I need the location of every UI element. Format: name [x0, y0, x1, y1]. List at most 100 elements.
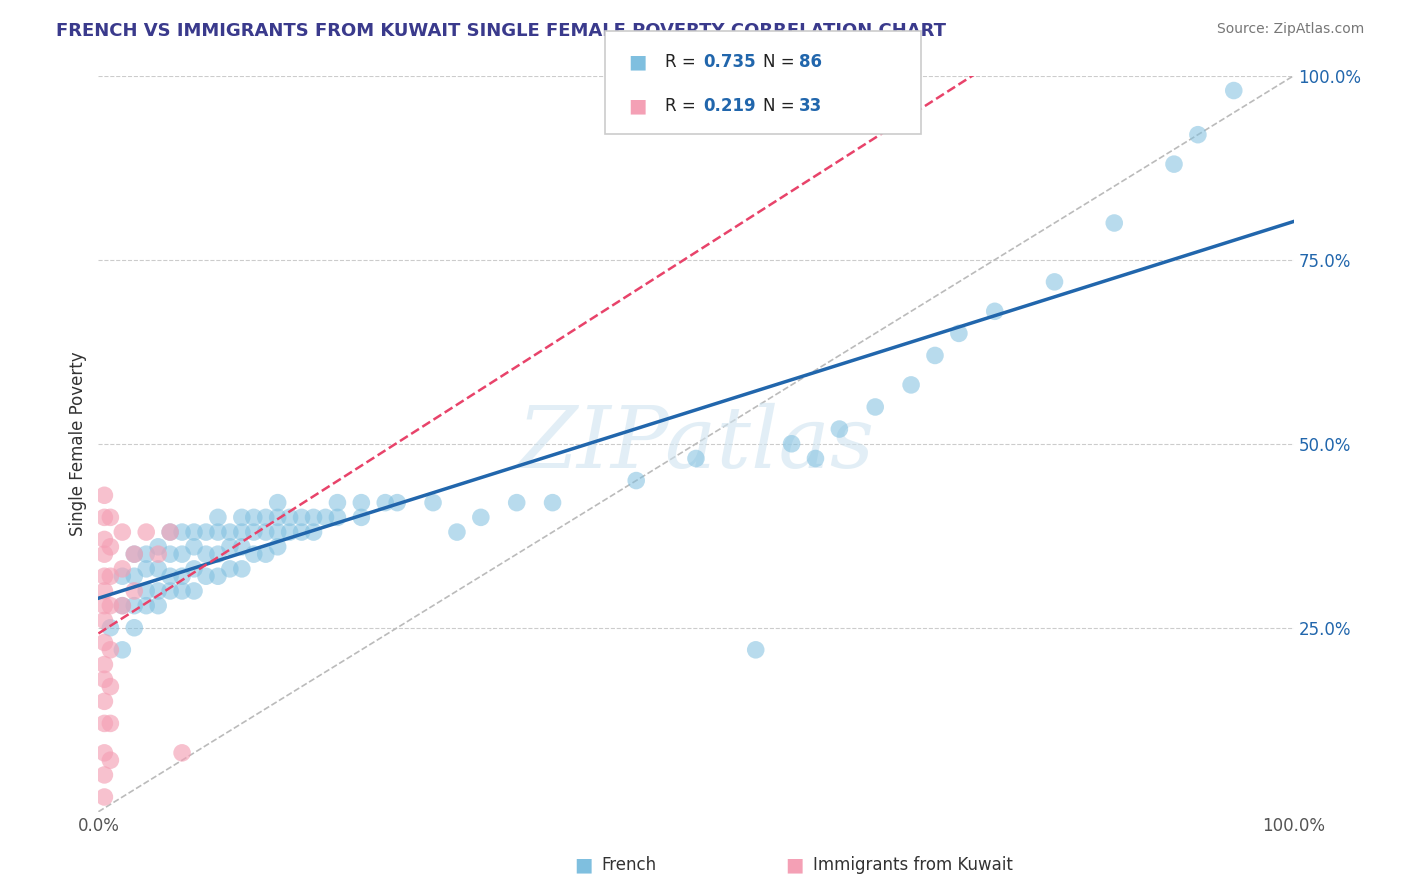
- Point: [93, 746, 115, 760]
- Text: N =: N =: [763, 53, 800, 70]
- Point: [1223, 83, 1246, 97]
- Text: Source: ZipAtlas.com: Source: ZipAtlas.com: [1216, 22, 1364, 37]
- Point: [93, 790, 115, 805]
- Point: [278, 510, 301, 524]
- Point: [172, 746, 194, 760]
- Point: [195, 569, 218, 583]
- Point: [135, 562, 157, 576]
- Text: 86: 86: [799, 53, 821, 70]
- Point: [291, 524, 314, 539]
- Point: [219, 540, 242, 554]
- Point: [148, 562, 170, 576]
- Point: [865, 400, 887, 414]
- Point: [135, 547, 157, 561]
- Point: [254, 524, 277, 539]
- Point: [148, 540, 170, 554]
- Point: [350, 496, 373, 510]
- Point: [98, 599, 122, 613]
- Point: [541, 496, 564, 510]
- Point: [98, 716, 122, 731]
- Point: [1104, 216, 1126, 230]
- Point: [1187, 128, 1209, 142]
- Point: [93, 614, 115, 628]
- Point: [159, 584, 181, 599]
- Point: [243, 547, 266, 561]
- Point: [124, 584, 146, 599]
- Point: [219, 524, 242, 539]
- Point: [98, 540, 122, 554]
- Point: [93, 547, 115, 561]
- Point: [111, 599, 134, 613]
- Point: [207, 569, 229, 583]
- Point: [506, 496, 529, 510]
- Point: [446, 524, 468, 539]
- Point: [267, 540, 290, 554]
- Point: [183, 584, 205, 599]
- Point: [254, 510, 277, 524]
- Point: [148, 547, 170, 561]
- Point: [93, 510, 115, 524]
- Point: [93, 694, 115, 708]
- Point: [111, 562, 134, 576]
- Point: [98, 680, 122, 694]
- Point: [148, 584, 170, 599]
- Point: [243, 524, 266, 539]
- Point: [326, 496, 349, 510]
- Point: [93, 599, 115, 613]
- Point: [315, 510, 337, 524]
- Text: 33: 33: [799, 97, 823, 115]
- Point: [219, 562, 242, 576]
- Point: [984, 304, 1007, 318]
- Point: [804, 451, 827, 466]
- Point: [111, 599, 134, 613]
- Point: [98, 642, 122, 657]
- Point: [267, 524, 290, 539]
- Point: [135, 599, 157, 613]
- Point: [135, 524, 157, 539]
- Point: [124, 569, 146, 583]
- Text: N =: N =: [763, 97, 800, 115]
- Point: [278, 524, 301, 539]
- Point: [685, 451, 707, 466]
- Point: [374, 496, 396, 510]
- Point: [93, 533, 115, 547]
- Point: [124, 621, 146, 635]
- Point: [93, 635, 115, 649]
- Point: [98, 753, 122, 767]
- Point: [745, 642, 768, 657]
- Point: [207, 524, 229, 539]
- Text: ■: ■: [574, 855, 593, 875]
- Point: [900, 378, 922, 392]
- Point: [124, 599, 146, 613]
- Text: 0.219: 0.219: [703, 97, 755, 115]
- Point: [302, 524, 325, 539]
- Point: [207, 510, 229, 524]
- Point: [385, 496, 409, 510]
- Point: [124, 547, 146, 561]
- Point: [93, 768, 115, 782]
- Point: [207, 547, 229, 561]
- Point: [172, 569, 194, 583]
- Point: [231, 510, 253, 524]
- Point: [98, 510, 122, 524]
- Point: [195, 547, 218, 561]
- Point: [172, 584, 194, 599]
- Point: [93, 716, 115, 731]
- Point: [350, 510, 373, 524]
- Text: R =: R =: [665, 97, 702, 115]
- Point: [1043, 275, 1066, 289]
- Point: [231, 562, 253, 576]
- Text: French: French: [602, 856, 657, 874]
- Text: Immigrants from Kuwait: Immigrants from Kuwait: [813, 856, 1012, 874]
- Point: [470, 510, 492, 524]
- Text: 0.735: 0.735: [703, 53, 755, 70]
- Point: [626, 474, 648, 488]
- Point: [98, 621, 122, 635]
- Point: [183, 540, 205, 554]
- Point: [924, 348, 946, 362]
- Point: [93, 584, 115, 599]
- Y-axis label: Single Female Poverty: Single Female Poverty: [69, 351, 87, 536]
- Point: [172, 547, 194, 561]
- Point: [195, 524, 218, 539]
- Point: [148, 599, 170, 613]
